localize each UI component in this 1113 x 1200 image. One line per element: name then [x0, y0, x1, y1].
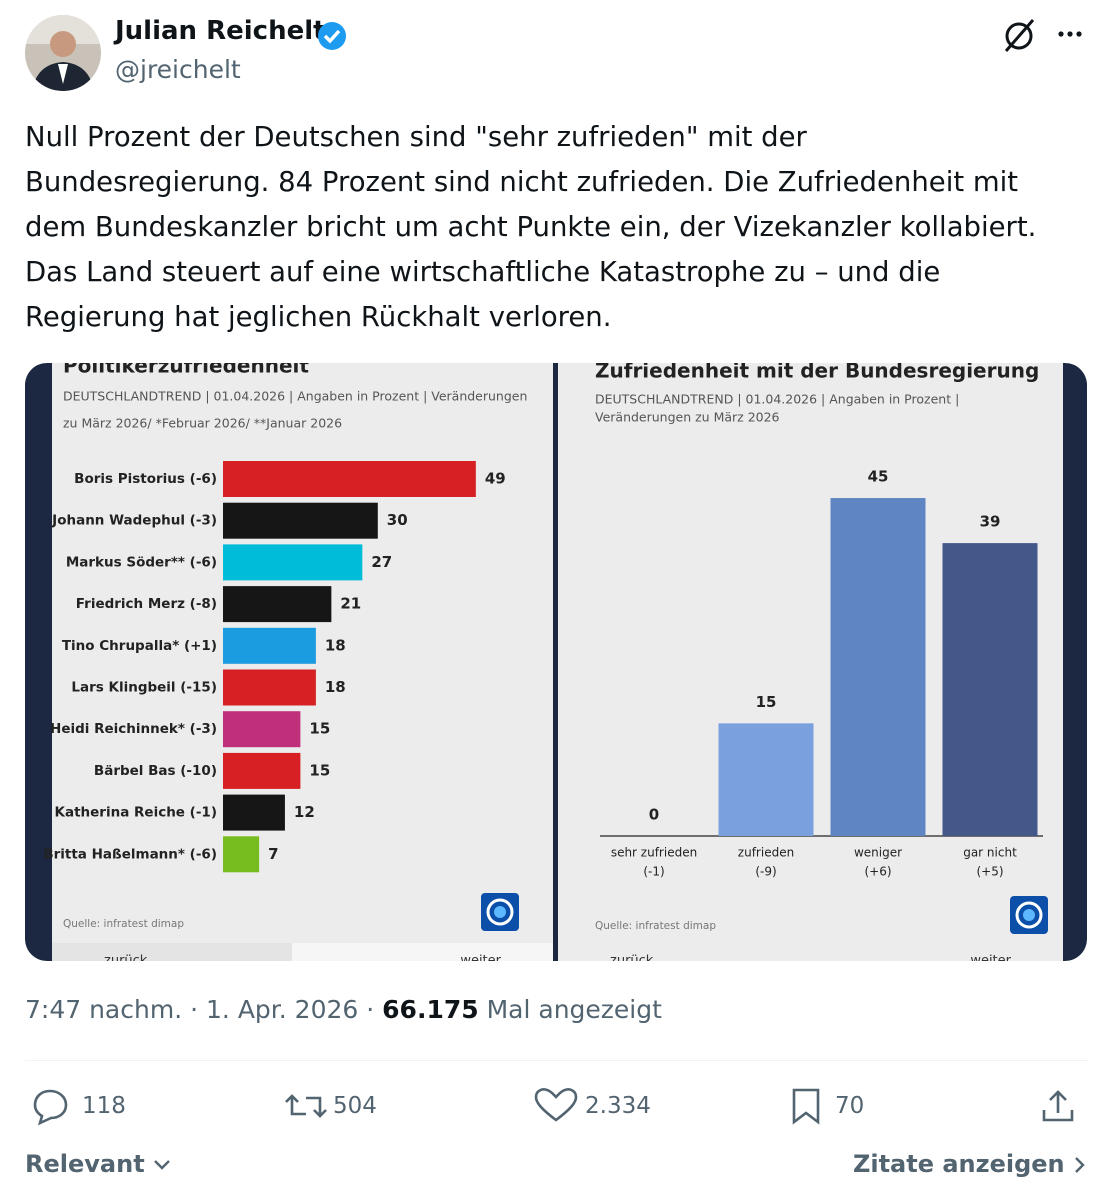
change-label: (+6): [864, 865, 891, 879]
views: 66.175: [382, 995, 479, 1024]
meta: 7:47 nachm. · 1. Apr. 2026 · 66.175 Mal …: [25, 995, 662, 1024]
value-label: 39: [980, 513, 1001, 531]
bookmark-count[interactable]: 70: [835, 1093, 865, 1119]
quotes-link[interactable]: Zitate anzeigen: [853, 1150, 1087, 1178]
tweet-line: Null Prozent der Deutschen sind "sehr zu…: [25, 121, 807, 153]
category-label: Tino Chrupalla* (+1): [62, 638, 217, 654]
value-label: 12: [294, 803, 315, 821]
bar: [223, 461, 476, 497]
tweet-line: Regierung hat jeglichen Rückhalt verlore…: [25, 301, 612, 333]
change-label: (-9): [755, 865, 776, 879]
chart-subtitle: DEUTSCHLANDTREND | 01.04.2026 | Angaben …: [63, 389, 527, 404]
divider: [25, 1060, 1088, 1061]
avatar[interactable]: [24, 14, 102, 92]
repost-icon[interactable]: [285, 1094, 327, 1118]
reply-icon[interactable]: [33, 1089, 68, 1126]
tweet-line: dem Bundeskanzler bricht um acht Punkte …: [25, 211, 1037, 243]
bar: [223, 502, 378, 539]
chart-subtitle: Veränderungen zu März 2026: [595, 410, 780, 425]
value-label: 18: [325, 678, 346, 696]
source-label: Quelle: infratest dimap: [63, 918, 184, 930]
nav-next: weiter: [970, 954, 1011, 962]
separator: ·: [366, 995, 375, 1024]
tweet-text: Null Prozent der Deutschen sind "sehr zu…: [25, 115, 1036, 340]
category-label: Markus Söder** (-6): [66, 554, 217, 570]
nav-button: [52, 943, 292, 961]
bar: [223, 794, 285, 831]
category-label: sehr zufrieden: [611, 846, 697, 860]
bar: [223, 586, 332, 623]
tweet-line: Bundesregierung. 84 Prozent sind nicht z…: [25, 166, 1019, 198]
category-label: Lars Klingbeil (-15): [71, 680, 217, 696]
change-label: (-1): [643, 865, 664, 879]
bar: [830, 498, 926, 836]
repost-count[interactable]: 504: [333, 1093, 377, 1119]
like-icon[interactable]: [534, 1088, 578, 1122]
chart-title: Zufriedenheit mit der Bundesregierung: [595, 363, 1039, 383]
bookmark-icon[interactable]: [792, 1088, 820, 1125]
views-label: Mal angezeigt: [486, 995, 662, 1024]
bar: [223, 711, 301, 748]
value-label: 18: [325, 636, 346, 654]
tagesschau-logo: [486, 898, 514, 926]
category-label: Bärbel Bas (-10): [94, 763, 217, 779]
nav-next: weiter: [460, 954, 501, 962]
value-label: 27: [371, 553, 392, 571]
nav-back: zurück: [610, 954, 654, 962]
category-label: Britta Haßelmann* (-6): [43, 846, 217, 862]
category-label: Friedrich Merz (-8): [76, 596, 217, 612]
author-name[interactable]: Julian Reichelt: [115, 16, 326, 46]
category-label: Johann Wadephul (-3): [51, 513, 217, 529]
bar: [223, 836, 260, 873]
nav-button: [292, 943, 553, 961]
bar: [223, 544, 363, 581]
category-label: zufrieden: [738, 846, 794, 860]
tweet-line: Das Land steuert auf eine wirtschaftlich…: [25, 256, 941, 288]
value-label: 49: [485, 470, 506, 488]
value-label: 45: [868, 468, 889, 486]
value-label: 15: [309, 720, 330, 738]
action-icons: [33, 1088, 1074, 1126]
value-label: 21: [340, 595, 361, 613]
value-label: 15: [309, 761, 330, 779]
category-label: gar nicht: [963, 846, 1017, 860]
verified-badge: [318, 22, 346, 50]
nav-back: zurück: [104, 954, 148, 962]
value-label: 0: [649, 806, 659, 824]
chart-subtitle: DEUTSCHLANDTREND | 01.04.2026 | Angaben …: [595, 392, 959, 407]
chart-title: Politikerzufriedenheit: [63, 363, 309, 378]
value-label: 7: [268, 845, 278, 863]
category-label: Boris Pistorius (-6): [74, 471, 217, 487]
bar: [942, 543, 1038, 836]
time[interactable]: 7:47 nachm.: [25, 995, 183, 1024]
separator: ·: [190, 995, 199, 1024]
source-label: Quelle: infratest dimap: [595, 920, 716, 932]
sort-dropdown[interactable]: Relevant: [25, 1150, 171, 1178]
bar: [718, 723, 814, 836]
bar: [223, 669, 316, 706]
reply-count[interactable]: 118: [82, 1093, 126, 1119]
category-label: weniger: [854, 846, 902, 860]
category-label: Katherina Reiche (-1): [55, 805, 217, 821]
value-label: 15: [756, 693, 777, 711]
tagesschau-logo: [494, 906, 506, 918]
value-label: 30: [387, 511, 408, 529]
date[interactable]: 1. Apr. 2026: [206, 995, 359, 1024]
category-label: Heidi Reichinnek* (-3): [50, 721, 217, 737]
tweet-image[interactable]: Politikerzufriedenheit DEUTSCHLANDTREND |…: [25, 363, 1087, 961]
bar: [223, 752, 301, 789]
author-handle[interactable]: @jreichelt: [115, 55, 241, 84]
change-label: (+5): [976, 865, 1003, 879]
tagesschau-logo: [1015, 901, 1043, 929]
bar: [223, 627, 316, 664]
share-icon[interactable]: [1042, 1090, 1074, 1122]
tagesschau-logo: [1023, 909, 1035, 921]
chart-subtitle: zu März 2026/ *Februar 2026/ **Januar 20…: [63, 416, 342, 431]
like-count[interactable]: 2.334: [585, 1093, 651, 1119]
top-icons[interactable]: [1000, 18, 1100, 54]
